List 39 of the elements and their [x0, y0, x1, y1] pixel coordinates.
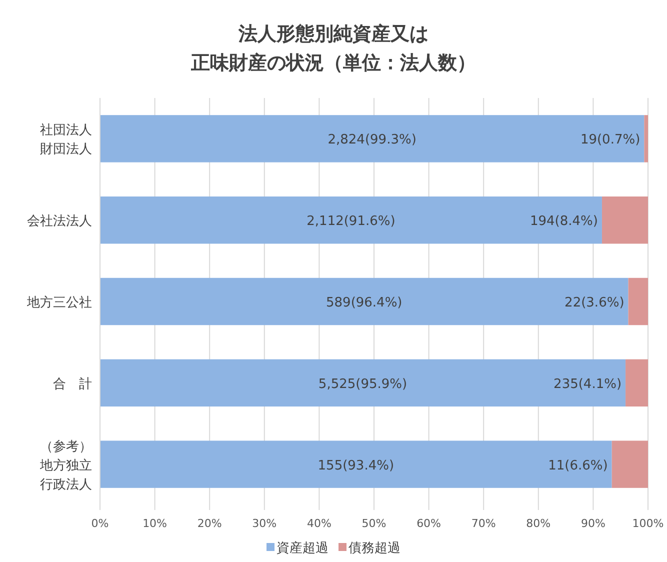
bar	[100, 278, 628, 326]
y-tick-label: 会社法法人	[27, 214, 92, 230]
x-tick-label: 40%	[306, 517, 332, 530]
data-label: 235(4.1%)	[554, 376, 622, 392]
y-tick-label: 地方三公社	[26, 294, 92, 310]
y-tick-label: 社団法人財団法人	[40, 123, 92, 158]
x-tick-label: 20%	[197, 517, 222, 530]
chart-title: 法人形態別純資産又は正味財産の状況（単位：法人数）	[190, 23, 476, 74]
data-label: 22(3.6%)	[564, 296, 624, 310]
data-label: 11(6.6%)	[548, 458, 608, 474]
bar	[602, 196, 648, 244]
x-tick-label: 80%	[526, 517, 551, 530]
bar	[100, 440, 612, 488]
data-label: 155(93.4%)	[318, 458, 394, 474]
bar	[612, 440, 648, 488]
data-label: 5,525(95.9%)	[318, 376, 408, 392]
x-tick-label: 0%	[91, 517, 109, 530]
bar	[100, 115, 644, 162]
x-tick-label: 100%	[632, 517, 664, 530]
x-tick-label: 30%	[252, 517, 277, 530]
x-tick-label: 50%	[362, 517, 386, 530]
x-tick-label: 90%	[580, 517, 606, 530]
bar	[100, 359, 626, 407]
bar	[100, 196, 602, 244]
data-label: 589(96.4%)	[326, 296, 402, 310]
legend-label: 資産超過	[276, 540, 328, 556]
data-label: 194(8.4%)	[530, 214, 598, 230]
data-label: 19(0.7%)	[580, 132, 640, 148]
bar	[626, 359, 648, 407]
data-label: 2,112(91.6%)	[306, 214, 396, 230]
x-tick-label: 10%	[142, 517, 168, 530]
x-tick-label: 70%	[471, 517, 496, 530]
bar	[644, 115, 648, 162]
x-tick-label: 60%	[416, 517, 442, 530]
legend-label: 債務超過	[348, 541, 400, 556]
y-tick-label: （参考）地方独立行政法人	[39, 439, 92, 492]
bar	[628, 278, 648, 326]
data-label: 2,824(99.3%)	[328, 132, 416, 148]
y-tick-label: 合 計	[53, 376, 92, 392]
